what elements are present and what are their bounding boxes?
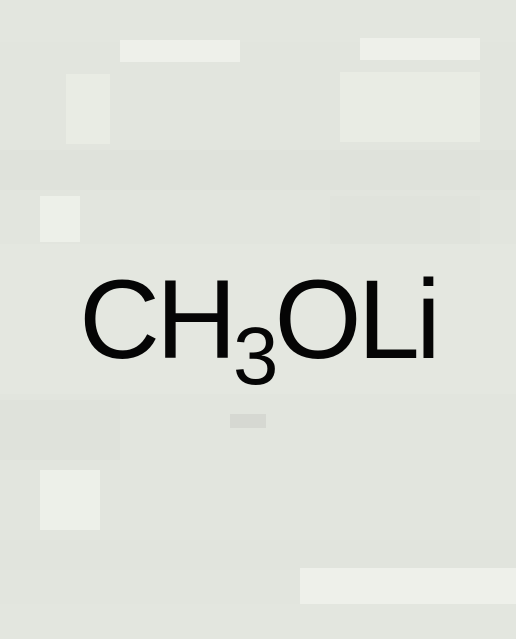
artifact-bar — [0, 150, 516, 190]
chemical-formula: C H 3 O L i — [79, 264, 437, 376]
artifact-bar — [0, 0, 516, 42]
artifact-bar — [120, 40, 240, 62]
artifact-bar — [66, 74, 110, 144]
artifact-bar — [40, 470, 100, 530]
artifact-bar — [0, 540, 516, 570]
element-l: L — [358, 264, 416, 376]
artifact-bar — [230, 414, 266, 428]
element-i: i — [416, 264, 437, 376]
formula-text: C H 3 O L i — [79, 264, 437, 376]
element-o: O — [275, 264, 358, 376]
artifact-bar — [330, 196, 480, 246]
artifact-bar — [0, 604, 516, 639]
artifact-bar — [300, 568, 516, 608]
artifact-bar — [340, 72, 480, 142]
element-h: H — [156, 264, 233, 376]
artifact-bar — [40, 196, 80, 242]
artifact-bar — [360, 38, 480, 60]
subscript-3: 3 — [233, 316, 275, 398]
artifact-bar — [0, 400, 120, 460]
element-c: C — [79, 264, 156, 376]
